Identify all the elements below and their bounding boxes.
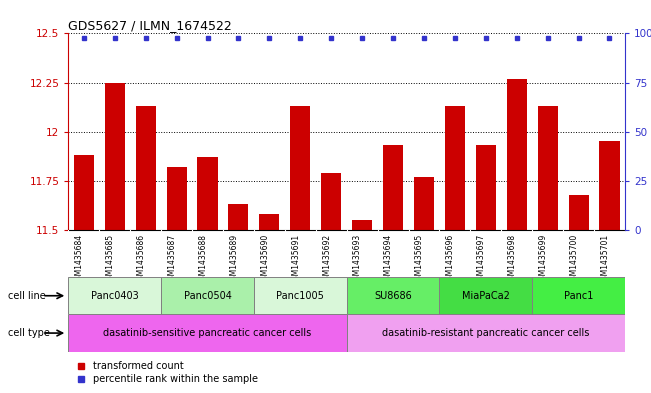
Text: GSM1435700: GSM1435700 — [570, 234, 579, 285]
Text: GSM1435692: GSM1435692 — [322, 234, 331, 285]
Bar — [259, 214, 279, 230]
Legend: transformed count, percentile rank within the sample: transformed count, percentile rank withi… — [73, 358, 262, 388]
Text: GDS5627 / ILMN_1674522: GDS5627 / ILMN_1674522 — [68, 19, 232, 32]
Text: GSM1435686: GSM1435686 — [137, 234, 146, 285]
Bar — [197, 157, 217, 230]
Bar — [321, 173, 341, 230]
Text: dasatinib-sensitive pancreatic cancer cells: dasatinib-sensitive pancreatic cancer ce… — [104, 328, 312, 338]
Bar — [346, 314, 625, 352]
Text: cell line: cell line — [8, 290, 46, 301]
Text: GSM1435695: GSM1435695 — [415, 234, 424, 285]
Bar — [532, 277, 625, 314]
Text: Panc0504: Panc0504 — [184, 291, 232, 301]
Text: Panc1005: Panc1005 — [276, 291, 324, 301]
Text: GSM1435701: GSM1435701 — [600, 234, 609, 285]
Bar — [105, 83, 125, 230]
Bar — [346, 277, 439, 314]
Bar — [383, 145, 403, 230]
Text: GSM1435689: GSM1435689 — [229, 234, 238, 285]
Bar — [68, 277, 161, 314]
Bar — [68, 314, 346, 352]
Text: GSM1435694: GSM1435694 — [384, 234, 393, 285]
Text: GSM1435698: GSM1435698 — [508, 234, 517, 285]
Bar — [600, 141, 620, 230]
Bar — [135, 106, 156, 230]
Text: GSM1435685: GSM1435685 — [105, 234, 115, 285]
Bar — [229, 204, 249, 230]
Text: GSM1435687: GSM1435687 — [167, 234, 176, 285]
Text: cell type: cell type — [8, 328, 50, 338]
Text: GSM1435684: GSM1435684 — [75, 234, 84, 285]
Bar — [538, 106, 558, 230]
Bar — [167, 167, 187, 230]
Bar — [254, 277, 346, 314]
Text: Panc1: Panc1 — [564, 291, 593, 301]
Bar — [352, 220, 372, 230]
Text: dasatinib-resistant pancreatic cancer cells: dasatinib-resistant pancreatic cancer ce… — [382, 328, 590, 338]
Bar — [445, 106, 465, 230]
Text: GSM1435699: GSM1435699 — [538, 234, 547, 285]
Text: SU8686: SU8686 — [374, 291, 412, 301]
Bar — [439, 277, 532, 314]
Bar — [568, 195, 589, 230]
Bar — [506, 79, 527, 230]
Bar — [290, 106, 311, 230]
Text: GSM1435696: GSM1435696 — [446, 234, 455, 285]
Text: GSM1435690: GSM1435690 — [260, 234, 270, 285]
Text: GSM1435691: GSM1435691 — [291, 234, 300, 285]
Bar — [414, 177, 434, 230]
Bar — [74, 155, 94, 230]
Text: MiaPaCa2: MiaPaCa2 — [462, 291, 510, 301]
Bar — [161, 277, 254, 314]
Text: GSM1435693: GSM1435693 — [353, 234, 362, 285]
Text: Panc0403: Panc0403 — [91, 291, 139, 301]
Text: GSM1435688: GSM1435688 — [199, 234, 208, 285]
Bar — [476, 145, 496, 230]
Text: GSM1435697: GSM1435697 — [477, 234, 486, 285]
